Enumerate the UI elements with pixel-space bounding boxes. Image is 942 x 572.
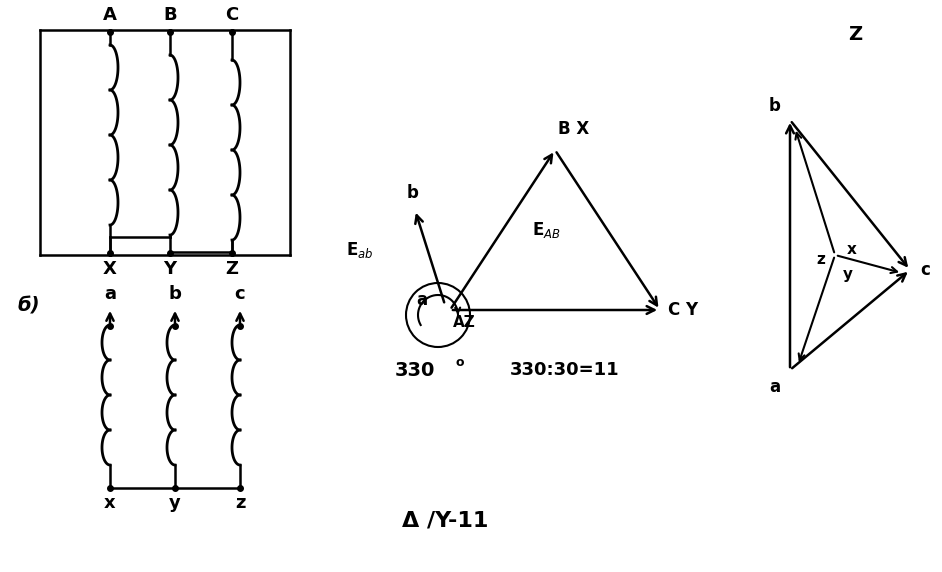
Text: 330:30=11: 330:30=11	[511, 361, 620, 379]
Text: b: b	[768, 97, 780, 115]
Text: B X: B X	[558, 120, 590, 138]
Text: Z: Z	[848, 26, 862, 45]
Text: B: B	[163, 6, 177, 24]
Text: x: x	[847, 243, 857, 257]
Text: y: y	[170, 494, 181, 512]
Text: Z: Z	[225, 260, 238, 278]
Text: a: a	[769, 378, 780, 396]
Text: X: X	[103, 260, 117, 278]
Text: a: a	[104, 285, 116, 303]
Text: x: x	[105, 494, 116, 512]
Text: o: o	[455, 356, 463, 368]
Text: b: b	[407, 184, 419, 202]
Text: y: y	[843, 267, 853, 282]
Text: c: c	[235, 285, 245, 303]
Text: b: b	[169, 285, 182, 303]
Text: AZ: AZ	[453, 315, 476, 330]
Text: $\mathbf{E}_{AB}$: $\mathbf{E}_{AB}$	[532, 220, 560, 240]
Text: Y: Y	[164, 260, 176, 278]
Text: C: C	[225, 6, 238, 24]
Text: б): б)	[18, 297, 41, 316]
Text: z: z	[235, 494, 245, 512]
Text: C Y: C Y	[668, 301, 698, 319]
Text: z: z	[816, 252, 825, 268]
Text: c: c	[920, 261, 930, 279]
Text: $\mathbf{E}_{ab}$: $\mathbf{E}_{ab}$	[347, 240, 374, 260]
Text: Δ /Y-11: Δ /Y-11	[402, 510, 488, 530]
Text: 330: 330	[395, 360, 435, 379]
Text: a: a	[416, 291, 428, 309]
Text: A: A	[103, 6, 117, 24]
